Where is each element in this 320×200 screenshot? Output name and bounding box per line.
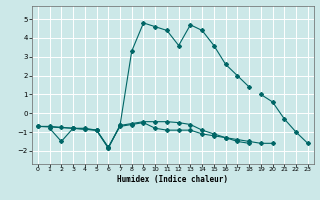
X-axis label: Humidex (Indice chaleur): Humidex (Indice chaleur) (117, 175, 228, 184)
